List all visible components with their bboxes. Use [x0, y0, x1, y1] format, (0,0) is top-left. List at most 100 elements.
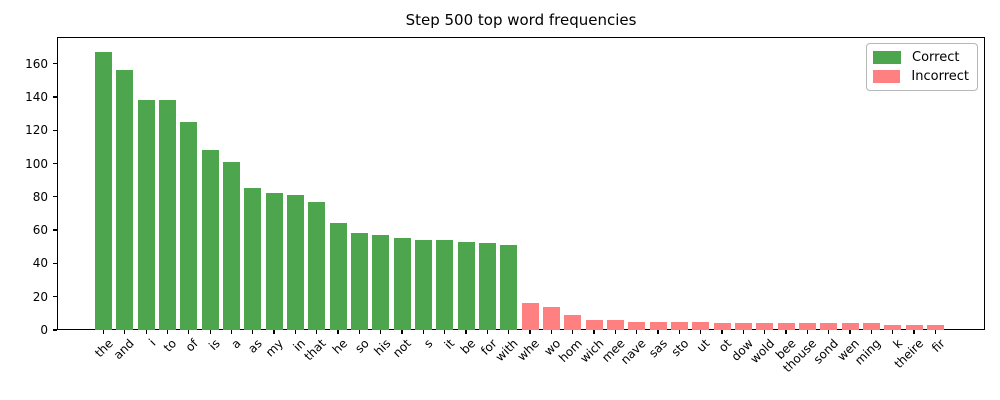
x-tick	[742, 330, 745, 334]
x-tick	[230, 330, 233, 334]
y-tick-label: 140	[25, 89, 48, 104]
y-tick-label: 80	[32, 189, 48, 204]
x-tick	[892, 330, 894, 334]
x-tick-label: my	[263, 336, 287, 360]
bar-sond	[820, 323, 838, 330]
legend-label-correct: Correct	[912, 50, 960, 65]
x-tick	[764, 330, 766, 334]
x-tick-label: that	[301, 336, 329, 364]
y-tick	[52, 162, 57, 165]
x-tick-label: the	[91, 336, 116, 361]
x-tick	[209, 330, 211, 334]
legend-item-correct: Correct	[873, 50, 969, 65]
bar-wo	[542, 306, 560, 330]
bar-he	[329, 223, 347, 330]
x-tick	[486, 330, 489, 334]
legend-swatch-incorrect	[873, 70, 901, 83]
bar-his	[372, 235, 390, 330]
x-tick-label: not	[390, 336, 415, 361]
x-tick-label: ut	[694, 336, 713, 355]
bar-mee	[606, 320, 624, 330]
x-tick-label: be	[457, 336, 479, 357]
x-tick-label: he	[329, 336, 351, 357]
y-tick-label: 0	[40, 323, 48, 337]
legend-label-incorrect: Incorrect	[911, 69, 969, 84]
y-tick	[52, 262, 57, 265]
bar-nave	[628, 321, 646, 330]
x-tick	[337, 330, 339, 334]
bar-theire	[905, 325, 923, 330]
x-tick-label: as	[245, 336, 265, 356]
x-tick	[870, 330, 873, 334]
legend: Correct Incorrect	[866, 43, 978, 91]
x-tick	[614, 330, 617, 334]
x-tick-label: so	[352, 336, 372, 356]
x-tick-label: whe	[514, 336, 543, 364]
x-tick	[273, 330, 275, 334]
bar-hom	[564, 315, 582, 330]
x-tick-label: i	[146, 336, 159, 349]
x-tick	[593, 330, 595, 334]
y-tick-label: 160	[25, 56, 48, 71]
x-tick	[401, 330, 403, 334]
bar-bee	[777, 323, 795, 330]
bar-fir	[926, 325, 944, 330]
y-tick-label: 40	[32, 256, 48, 271]
x-tick	[124, 330, 126, 334]
y-tick	[52, 296, 57, 298]
bar-it	[436, 240, 454, 330]
x-tick-label: his	[370, 336, 393, 359]
y-tick	[52, 229, 57, 231]
x-tick-label: it	[441, 336, 457, 352]
x-tick-label: s	[421, 336, 436, 351]
x-tick	[145, 330, 147, 334]
x-tick-label: fir	[928, 336, 948, 356]
x-tick-label: sto	[668, 336, 692, 360]
x-tick	[657, 330, 659, 334]
x-tick-label: of	[182, 336, 202, 355]
y-tick	[52, 96, 57, 98]
bar-with	[500, 245, 518, 330]
bar-my	[265, 193, 283, 330]
x-tick	[849, 330, 851, 334]
bar-be	[457, 241, 475, 330]
bar-ut	[692, 321, 710, 330]
y-tick	[52, 129, 57, 131]
bar-s	[414, 240, 432, 330]
legend-swatch-correct	[873, 51, 901, 64]
bar-as	[244, 188, 262, 330]
bar-for	[478, 243, 496, 330]
x-tick	[166, 330, 169, 334]
bar-that	[308, 201, 326, 330]
x-tick	[422, 330, 425, 334]
bar-of	[180, 121, 198, 330]
bar-dow	[734, 323, 752, 330]
bar-is	[201, 150, 219, 330]
x-tick	[508, 330, 510, 334]
x-tick-label: sas	[646, 336, 671, 361]
y-tick-label: 100	[25, 156, 48, 171]
x-tick	[806, 330, 809, 334]
x-tick	[636, 330, 638, 334]
bar-ot	[713, 323, 731, 330]
x-tick	[934, 330, 937, 334]
x-tick	[550, 330, 553, 334]
x-tick	[380, 330, 382, 334]
x-tick-label: a	[228, 336, 244, 352]
bar-wich	[585, 320, 603, 330]
x-tick-label: and	[111, 336, 138, 363]
x-tick-label: is	[205, 336, 223, 353]
bar-i	[137, 100, 155, 330]
legend-item-incorrect: Incorrect	[873, 69, 969, 84]
y-tick-label: 60	[32, 223, 48, 238]
bar-whe	[521, 303, 539, 330]
x-tick	[785, 330, 787, 334]
bar-so	[350, 233, 368, 330]
bar-not	[393, 238, 411, 330]
x-tick	[721, 330, 723, 334]
x-tick-label: to	[161, 336, 180, 355]
bar-sas	[649, 321, 667, 330]
y-tick	[52, 329, 57, 331]
bar-sto	[670, 321, 688, 330]
